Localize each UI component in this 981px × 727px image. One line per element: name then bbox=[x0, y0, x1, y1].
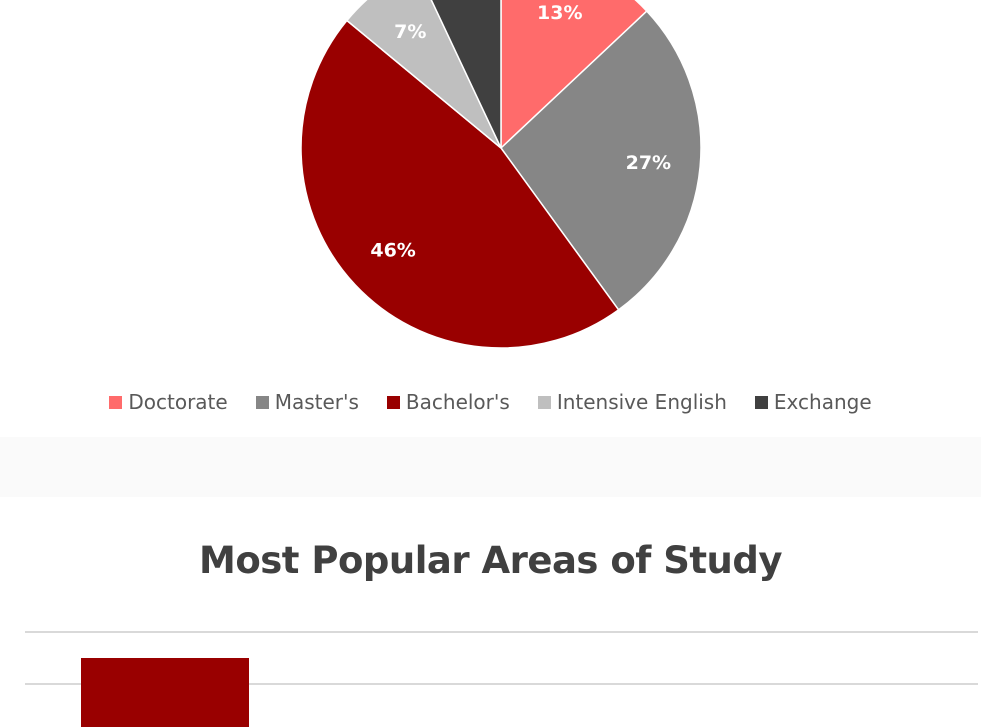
legend-swatch bbox=[255, 395, 269, 409]
pie-legend: Doctorate Master's Bachelor's Intensive Eng… bbox=[0, 386, 981, 418]
legend-swatch bbox=[386, 395, 400, 409]
pie-slice-bachelor-s bbox=[300, 19, 620, 349]
legend-swatch bbox=[754, 395, 768, 409]
legend-swatch bbox=[537, 395, 551, 409]
legend-label: Exchange bbox=[773, 390, 872, 414]
legend-item: Master's bbox=[255, 390, 359, 414]
bar-chart bbox=[25, 631, 978, 727]
legend-label: Intensive English bbox=[556, 390, 727, 414]
legend-swatch bbox=[109, 395, 123, 409]
areas-of-study-panel: Most Popular Areas of Study bbox=[0, 497, 981, 727]
legend-label: Bachelor's bbox=[405, 390, 510, 414]
pie-chart: 13% 27% 46% 7% bbox=[300, 0, 702, 349]
pie-slice-master-s bbox=[500, 10, 702, 311]
pie-data-label: 46% bbox=[370, 239, 415, 261]
legend-label: Master's bbox=[274, 390, 359, 414]
legend-item: Exchange bbox=[754, 390, 872, 414]
pie-slice-intensive-english bbox=[345, 0, 502, 149]
legend-item: Doctorate bbox=[109, 390, 228, 414]
enrollment-pie-panel: 13% 27% 46% 7% Doctorate Master's Bachelor's I… bbox=[0, 0, 981, 418]
legend-label: Doctorate bbox=[128, 390, 228, 414]
pie-slice-exchange bbox=[430, 0, 502, 149]
pie-data-label: 13% bbox=[537, 2, 582, 24]
pie-slice-doctorate bbox=[500, 0, 648, 150]
legend-item: Bachelor's bbox=[386, 390, 510, 414]
pie-data-label: 7% bbox=[394, 21, 426, 43]
pie-data-label: 27% bbox=[626, 152, 671, 174]
bar bbox=[81, 658, 249, 727]
panel-gap bbox=[0, 437, 981, 497]
bar-chart-title: Most Popular Areas of Study bbox=[199, 539, 783, 582]
legend-item: Intensive English bbox=[537, 390, 727, 414]
